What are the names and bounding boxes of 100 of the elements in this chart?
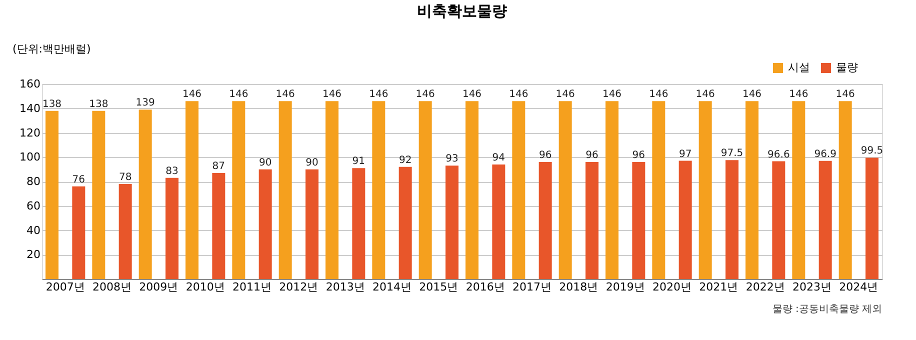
data-label: 96.9 — [814, 148, 836, 160]
data-label: 97 — [678, 148, 692, 160]
x-tick-label: 2014년 — [372, 280, 412, 294]
bar — [466, 101, 478, 279]
bar — [866, 158, 878, 279]
bar — [352, 168, 366, 279]
data-label: 146 — [322, 89, 342, 100]
text: 물량 :공동비축물량 제외 — [772, 304, 882, 315]
bar — [652, 101, 666, 279]
y-tick-label: 20 — [26, 248, 40, 262]
data-label: 146 — [369, 89, 388, 100]
bar — [138, 110, 152, 279]
data-label: 146 — [462, 89, 482, 100]
data-label: 93 — [446, 154, 458, 165]
x-tick-label: 2020년 — [652, 280, 692, 294]
x-tick-label: 2016년 — [466, 280, 505, 294]
bar — [512, 101, 526, 279]
bar — [558, 101, 572, 279]
data-label: 91 — [352, 156, 366, 168]
data-label: 87 — [212, 160, 226, 172]
data-label: 92 — [398, 154, 412, 166]
bar — [818, 160, 832, 279]
data-label: 138 — [42, 98, 62, 110]
data-label: 96 — [586, 150, 598, 161]
x-tick-label: 2018년 — [559, 280, 598, 294]
data-label: 146 — [696, 89, 715, 100]
x-tick-label: 2011년 — [232, 280, 272, 294]
y-axis-title: (단위:백만배럴) — [12, 42, 91, 56]
bar — [306, 169, 318, 279]
data-label: 96.6 — [768, 149, 790, 160]
x-tick-label: 2019년 — [606, 280, 645, 294]
bar — [186, 101, 198, 279]
bar — [212, 172, 226, 279]
x-tick-label: 2007년 — [46, 280, 85, 294]
bar — [538, 162, 552, 279]
data-label: 146 — [602, 89, 622, 100]
bar — [232, 101, 246, 279]
bar — [166, 178, 178, 279]
bar — [446, 166, 458, 279]
data-label: 96 — [538, 150, 552, 161]
data-label: 146 — [789, 89, 808, 100]
bar — [746, 101, 758, 279]
bar — [418, 101, 432, 279]
data-label: 99.5 — [860, 146, 884, 157]
data-label: 78 — [118, 172, 132, 183]
data-label: 146 — [742, 89, 762, 100]
data-label: 90 — [306, 157, 318, 168]
data-label: 146 — [509, 89, 528, 100]
y-tick-label: 80 — [26, 175, 40, 188]
data-label: 146 — [276, 89, 295, 100]
bar — [792, 101, 806, 279]
legend-label: 물량 — [836, 61, 858, 74]
bar — [772, 161, 786, 279]
x-tick-label: 2013년 — [326, 280, 365, 294]
data-label: 146 — [836, 89, 855, 100]
bar — [678, 160, 692, 279]
bar — [838, 101, 852, 279]
bar — [606, 101, 618, 279]
y-tick-label: 160 — [20, 78, 40, 90]
bar — [326, 101, 338, 279]
data-label: 138 — [89, 98, 108, 110]
y-tick-label: 100 — [20, 150, 40, 164]
bar — [92, 110, 106, 279]
bar — [72, 186, 86, 279]
y-tick-label: 60 — [26, 199, 40, 212]
x-tick-label: 2023년 — [792, 280, 832, 294]
data-label: 146 — [556, 89, 575, 100]
y-tick-label: 120 — [20, 126, 40, 140]
bar — [46, 110, 58, 279]
data-label: 96 — [632, 150, 646, 161]
x-tick-label: 2009년 — [139, 280, 178, 294]
data-label: 76 — [72, 174, 86, 186]
bar — [258, 169, 272, 279]
bar — [726, 160, 738, 279]
x-tick-label: 2008년 — [92, 280, 132, 294]
x-tick-label: 2017년 — [512, 280, 552, 294]
data-label: 83 — [166, 166, 178, 177]
data-label: 97.5 — [720, 148, 744, 160]
bar — [586, 162, 598, 279]
x-tick-label: 2024년 — [839, 280, 878, 294]
data-label: 139 — [136, 98, 155, 109]
bar — [278, 101, 292, 279]
x-tick-label: 2021년 — [699, 280, 738, 294]
x-tick-label: 2022년 — [746, 280, 785, 294]
bar — [698, 101, 712, 279]
data-label: 146 — [416, 89, 435, 100]
x-tick-label: 2015년 — [419, 280, 458, 294]
y-tick-label: 140 — [20, 102, 40, 115]
y-tick-label: 40 — [26, 224, 40, 237]
data-label: 146 — [649, 89, 668, 100]
chart-title: 비축확보물량 — [417, 2, 507, 20]
bar — [372, 101, 386, 279]
bar — [632, 162, 646, 279]
data-label: 90 — [258, 157, 272, 168]
data-label: 146 — [182, 89, 202, 100]
data-label: 146 — [229, 89, 248, 100]
bar — [492, 164, 506, 279]
bar — [398, 166, 412, 279]
x-tick-label: 2010년 — [186, 280, 225, 294]
legend-label: 시설 — [788, 61, 810, 74]
